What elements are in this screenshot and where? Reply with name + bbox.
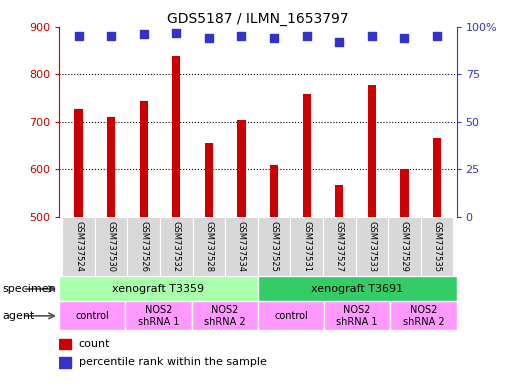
Point — [433, 33, 441, 40]
FancyBboxPatch shape — [388, 217, 421, 276]
FancyBboxPatch shape — [290, 217, 323, 276]
FancyBboxPatch shape — [95, 217, 127, 276]
Text: NOS2
shRNA 2: NOS2 shRNA 2 — [403, 305, 444, 327]
Bar — [238, 119, 246, 217]
Text: GSM737524: GSM737524 — [74, 221, 83, 272]
Text: NOS2
shRNA 2: NOS2 shRNA 2 — [204, 305, 245, 327]
FancyBboxPatch shape — [258, 301, 324, 330]
Text: percentile rank within the sample: percentile rank within the sample — [79, 358, 267, 367]
FancyBboxPatch shape — [225, 217, 258, 276]
Text: count: count — [79, 339, 110, 349]
Bar — [400, 169, 408, 217]
Bar — [433, 137, 441, 217]
Point — [238, 33, 246, 40]
FancyBboxPatch shape — [258, 217, 290, 276]
Point — [303, 33, 311, 40]
FancyBboxPatch shape — [258, 276, 457, 301]
Text: GSM737531: GSM737531 — [302, 221, 311, 272]
Bar — [140, 101, 148, 217]
Bar — [59, 339, 71, 349]
Text: agent: agent — [3, 311, 35, 321]
Bar — [303, 94, 311, 217]
Point — [368, 33, 376, 40]
Bar — [368, 85, 376, 217]
Text: GSM737527: GSM737527 — [335, 221, 344, 272]
Text: GSM737532: GSM737532 — [172, 221, 181, 272]
Text: control: control — [274, 311, 308, 321]
FancyBboxPatch shape — [390, 301, 457, 330]
Bar — [107, 117, 115, 217]
Point — [140, 31, 148, 38]
Text: GSM737534: GSM737534 — [237, 221, 246, 272]
Point — [270, 35, 278, 41]
Bar — [59, 357, 71, 368]
FancyBboxPatch shape — [421, 217, 453, 276]
Text: xenograft T3359: xenograft T3359 — [112, 284, 205, 294]
Text: GSM737528: GSM737528 — [204, 221, 213, 272]
FancyBboxPatch shape — [59, 301, 125, 330]
FancyBboxPatch shape — [59, 276, 258, 301]
Title: GDS5187 / ILMN_1653797: GDS5187 / ILMN_1653797 — [167, 12, 349, 26]
Point — [400, 35, 408, 41]
FancyBboxPatch shape — [356, 217, 388, 276]
Point — [74, 33, 83, 40]
Text: NOS2
shRNA 1: NOS2 shRNA 1 — [137, 305, 179, 327]
Text: NOS2
shRNA 1: NOS2 shRNA 1 — [337, 305, 378, 327]
FancyBboxPatch shape — [160, 217, 192, 276]
Text: GSM737526: GSM737526 — [139, 221, 148, 272]
Text: control: control — [75, 311, 109, 321]
Bar — [74, 109, 83, 217]
Text: GSM737535: GSM737535 — [432, 221, 442, 272]
Point — [172, 30, 181, 36]
FancyBboxPatch shape — [125, 301, 191, 330]
FancyBboxPatch shape — [127, 217, 160, 276]
Bar — [335, 185, 343, 217]
Point — [205, 35, 213, 41]
Text: GSM737530: GSM737530 — [107, 221, 115, 272]
Point — [107, 33, 115, 40]
FancyBboxPatch shape — [62, 217, 95, 276]
Bar — [205, 143, 213, 217]
Text: GSM737525: GSM737525 — [269, 221, 279, 272]
Bar — [270, 165, 278, 217]
Point — [335, 39, 343, 45]
Bar — [172, 56, 181, 217]
FancyBboxPatch shape — [323, 217, 356, 276]
Text: GSM737533: GSM737533 — [367, 221, 377, 272]
FancyBboxPatch shape — [192, 217, 225, 276]
Text: xenograft T3691: xenograft T3691 — [311, 284, 403, 294]
Text: specimen: specimen — [3, 284, 56, 294]
FancyBboxPatch shape — [191, 301, 258, 330]
Text: GSM737529: GSM737529 — [400, 221, 409, 272]
FancyBboxPatch shape — [324, 301, 390, 330]
